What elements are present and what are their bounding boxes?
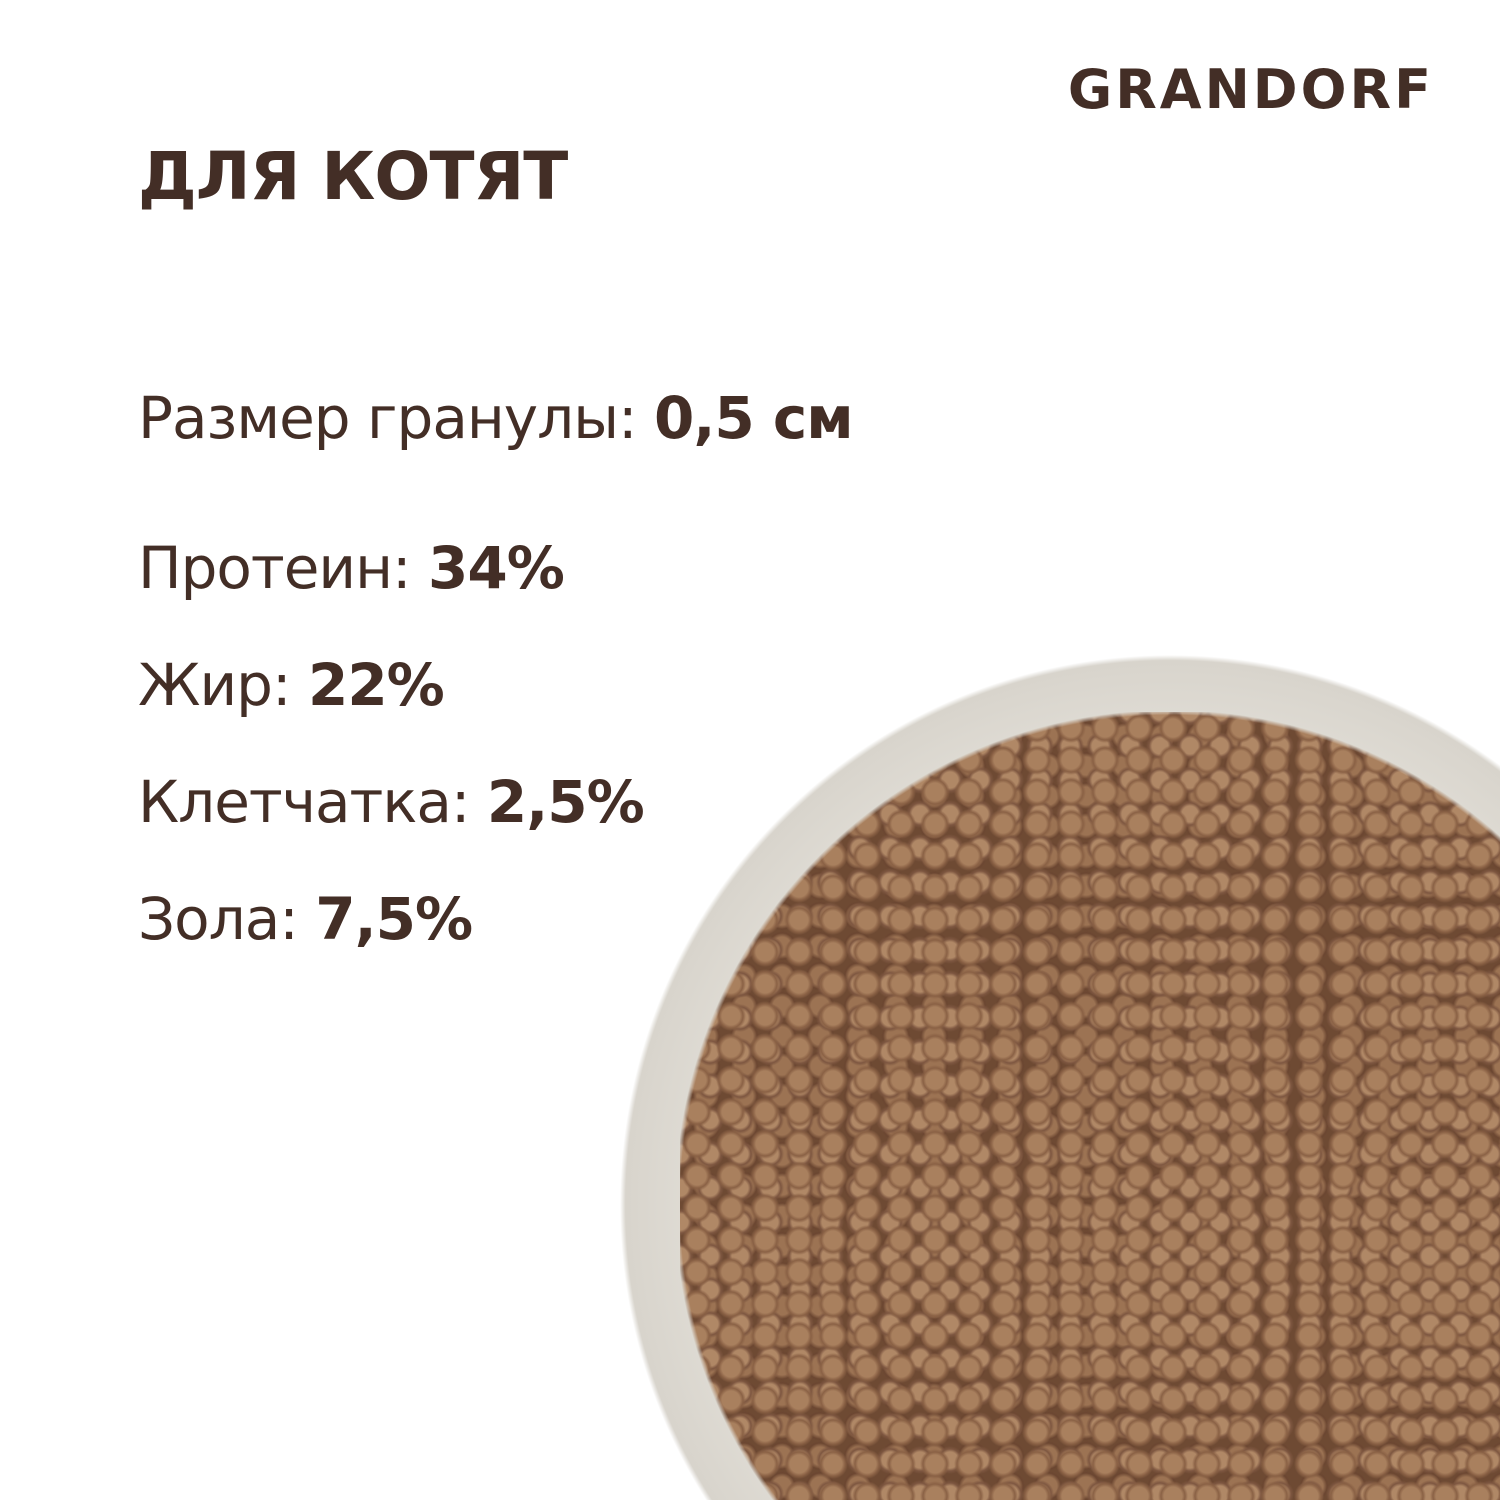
spec-value: 22% [307,651,445,719]
spec-label: Размер гранулы: [138,384,638,452]
spec-value: 34% [427,534,565,602]
kibble-image [680,712,1500,1500]
page-title: ДЛЯ КОТЯТ [138,138,568,215]
spec-label: Клетчатка: [138,768,470,836]
spec-value: 7,5% [315,885,473,953]
spec-value: 2,5% [486,768,645,836]
spec-label: Жир: [138,651,292,719]
spec-value: 0,5 см [653,384,854,452]
spec-granule-size: Размер гранулы: 0,5 см [138,384,854,452]
spec-ash: Зола: 7,5% [138,885,473,953]
spec-label: Зола: [138,885,299,953]
spec-label: Протеин: [138,534,412,602]
spec-fiber: Клетчатка: 2,5% [138,768,645,836]
brand-logo: GRANDORF [1067,58,1434,121]
spec-protein: Протеин: 34% [138,534,565,602]
spec-fat: Жир: 22% [138,651,445,719]
